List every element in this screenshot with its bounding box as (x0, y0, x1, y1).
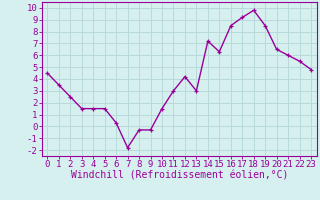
X-axis label: Windchill (Refroidissement éolien,°C): Windchill (Refroidissement éolien,°C) (70, 171, 288, 181)
